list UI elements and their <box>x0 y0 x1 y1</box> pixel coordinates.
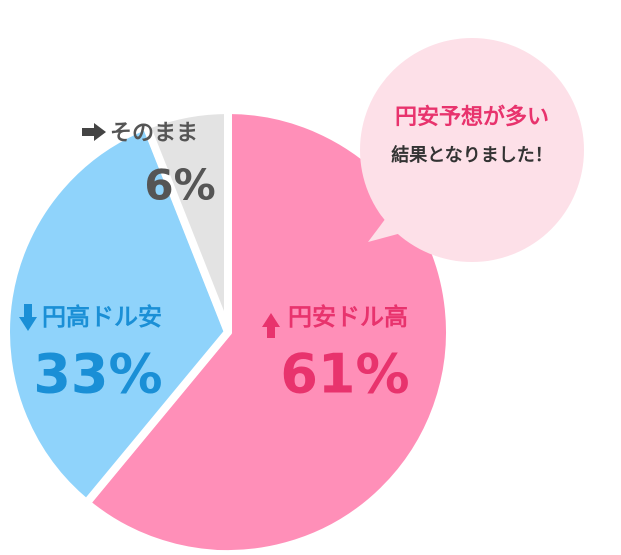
slice-label: そのまま <box>110 121 198 146</box>
annotation-line: 結果となりました！ <box>391 144 552 166</box>
bubble <box>360 38 584 262</box>
slice-label: 円安ドル高 <box>288 303 408 331</box>
up-arrow-icon <box>262 313 280 338</box>
slice-label: 円高ドル安 <box>42 303 162 331</box>
pie-slice <box>2 121 232 508</box>
value-label: 6% <box>144 161 215 210</box>
annotation-line: 円安予想が多い <box>395 104 549 130</box>
right-arrow-icon <box>82 123 106 141</box>
down-arrow-icon <box>19 304 37 331</box>
value-label: 61% <box>280 343 409 406</box>
value-label: 33% <box>33 343 162 406</box>
pie-slice <box>142 106 232 336</box>
